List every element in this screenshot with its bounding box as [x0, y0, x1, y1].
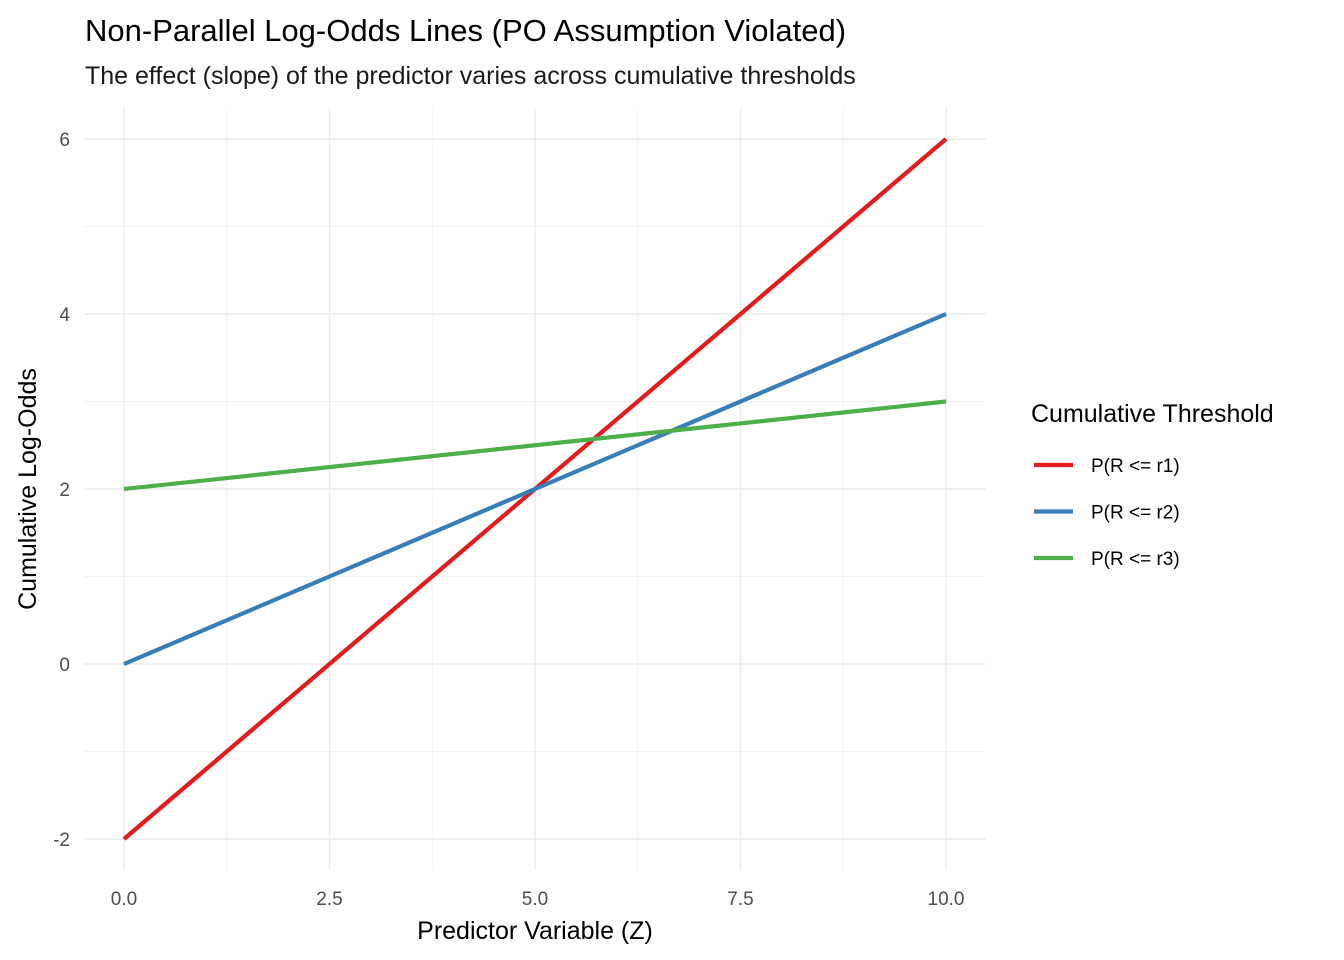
series-lines — [122, 137, 948, 841]
y-axis-title: Cumulative Log-Odds — [14, 368, 42, 610]
x-tick-label: 10.0 — [928, 889, 965, 910]
chart-subtitle: The effect (slope) of the predictor vari… — [85, 62, 856, 90]
legend-title: Cumulative Threshold — [1031, 400, 1274, 428]
x-tick-label: 0.0 — [111, 889, 137, 910]
y-axis-ticks: -2 0 2 4 6 — [53, 130, 70, 851]
y-tick-label: -2 — [53, 830, 70, 851]
plot-area — [84, 108, 986, 870]
legend: Cumulative Threshold P(R <= r1) P(R <= r2… — [1031, 400, 1274, 570]
chart-title: Non-Parallel Log-Odds Lines (PO Assumpti… — [85, 13, 846, 48]
x-tick-label: 7.5 — [727, 889, 753, 910]
x-tick-label: 2.5 — [316, 889, 342, 910]
y-tick-label: 4 — [59, 305, 70, 326]
y-tick-label: 6 — [59, 130, 70, 151]
y-tick-label: 2 — [59, 480, 70, 501]
series-line — [123, 399, 947, 492]
y-tick-label: 0 — [59, 655, 70, 676]
x-axis-ticks: 0.0 2.5 5.0 7.5 10.0 — [111, 889, 965, 910]
legend-label: P(R <= r3) — [1091, 549, 1180, 570]
x-axis-title: Predictor Variable (Z) — [417, 917, 653, 945]
grid — [84, 108, 986, 870]
series-line — [123, 312, 947, 666]
legend-label: P(R <= r2) — [1091, 503, 1180, 524]
x-tick-label: 5.0 — [522, 889, 548, 910]
legend-label: P(R <= r1) — [1091, 456, 1180, 477]
legend-items: P(R <= r1) P(R <= r2) P(R <= r3) — [1034, 456, 1180, 570]
